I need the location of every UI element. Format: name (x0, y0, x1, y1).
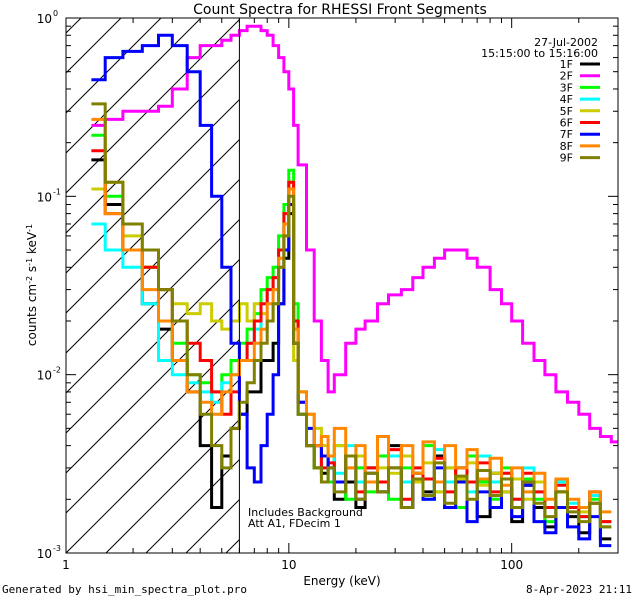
x-tick-label: 100 (500, 558, 523, 572)
hatch-line (185, 499, 240, 553)
time-range-label: 15:15:00 to 15:16:00 (481, 47, 598, 60)
hatched-region (66, 18, 240, 553)
chart-title: Count Spectra for RHESSI Front Segments (193, 2, 487, 18)
legend-label-7F: 7F (560, 128, 573, 141)
hatch-line (66, 259, 240, 434)
y-tick-exponent: -2 (53, 366, 61, 375)
y-tick-label: 10 (37, 547, 52, 561)
y-tick-exponent: -1 (53, 187, 61, 196)
hatch-line (66, 59, 240, 234)
legend-label-3F: 3F (560, 81, 573, 94)
series-layer (91, 24, 618, 548)
y-tick-exponent: -3 (53, 544, 61, 553)
x-tick-label: 1 (62, 558, 70, 572)
hatch-line (66, 219, 240, 394)
legend-label-8F: 8F (560, 140, 573, 153)
plot-frame (65, 17, 619, 554)
hatch-line (145, 459, 240, 553)
hatch-line (66, 18, 162, 114)
legend-label-5F: 5F (560, 105, 573, 118)
hatch-line (66, 19, 240, 194)
date-label: 27-Jul-2002 (534, 36, 598, 49)
annotation-attenuator: Att A1, FDecim 1 (248, 517, 341, 530)
y-tick-label: 10 (37, 190, 52, 204)
hatch-line (66, 299, 240, 474)
legend-label-1F: 1F (560, 58, 573, 71)
footer-generated-by: Generated by hsi_min_spectra_plot.pro (2, 583, 248, 596)
y-axis-label: counts cm-2 s-1 keV-1 (25, 224, 40, 346)
series-2F (91, 24, 618, 444)
hatch-line (66, 18, 82, 34)
hatch-line (66, 18, 122, 74)
footer-timestamp: 8-Apr-2023 21:11 (526, 583, 632, 596)
x-axis-label: Energy (keV) (303, 574, 380, 588)
x-tick-label: 10 (281, 558, 296, 572)
y-tick-label: 10 (37, 12, 52, 26)
legend-label-2F: 2F (560, 70, 573, 83)
annotation-background: Includes Background (248, 506, 363, 519)
legend-label-6F: 6F (560, 117, 573, 130)
hatch-line (66, 18, 202, 154)
series-8F (91, 117, 612, 514)
hatch-line (225, 539, 240, 553)
y-tick-label: 10 (37, 369, 52, 383)
legend-label-4F: 4F (560, 93, 573, 106)
legend-label-9F: 9F (560, 152, 573, 165)
series-9F (91, 102, 612, 529)
y-tick-exponent: 0 (53, 9, 58, 18)
hatch-line (105, 419, 240, 553)
series-6F (91, 149, 612, 524)
